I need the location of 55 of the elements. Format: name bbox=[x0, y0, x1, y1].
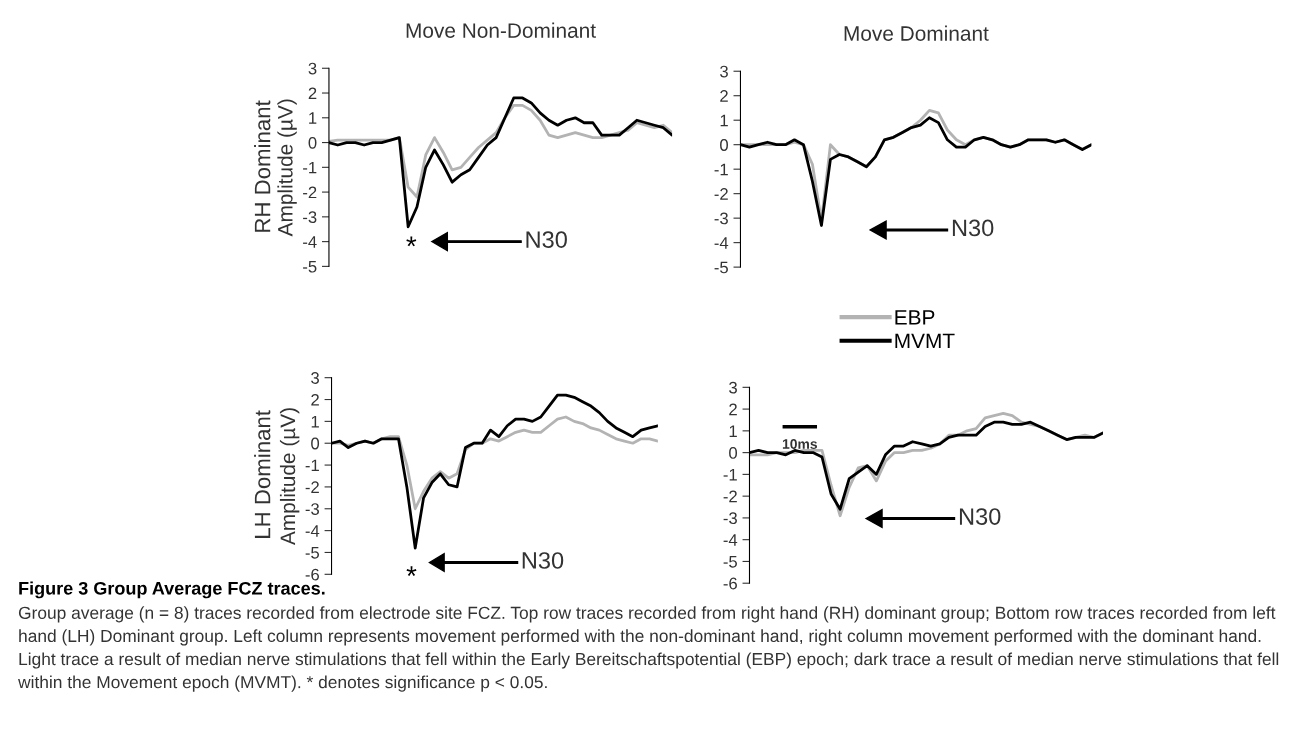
y-tick-label: 3 bbox=[720, 65, 728, 78]
y-tick-label: -1 bbox=[723, 468, 737, 481]
annotation: N30 bbox=[959, 508, 1001, 525]
text: LH Dominant bbox=[254, 410, 271, 538]
y-tick-label: 3 bbox=[308, 62, 317, 75]
annotation: N30 bbox=[526, 231, 567, 248]
y-tick-label: -4 bbox=[714, 237, 729, 249]
annotation: * bbox=[406, 566, 417, 577]
y-tick-label: -5 bbox=[303, 260, 317, 273]
y-axis-title: Amplitude (µV) bbox=[277, 99, 297, 237]
chart-title: Move Non-Dominant bbox=[406, 22, 596, 38]
y-tick-label: 0 bbox=[311, 437, 320, 450]
y-tick-label: 2 bbox=[720, 90, 728, 102]
y-tick-label: 0 bbox=[308, 136, 317, 149]
annotation: N30 bbox=[522, 552, 564, 569]
y-tick-label: -6 bbox=[305, 568, 319, 581]
y-tick-label: -3 bbox=[714, 212, 728, 225]
legend-label: MVMT bbox=[895, 333, 955, 349]
y-tick-label: -3 bbox=[303, 211, 317, 224]
y-tick-label: 2 bbox=[308, 87, 317, 100]
text: Group average (n = 8) traces recorded from electrode site FCZ. Top row traces recorded from right hand (RH) dominant group; Bottom row traces recorded from left hand (LH) Dominant group. Left column represents movement performed with the non-dominant hand, right column movement performed with the dominant hand. Light trace a result of median nerve stimulations that fell within the Early Bereitschaftspotential (EBP) epoch; dark trace a result of median nerve stimulations that fell within the Movement epoch (MVMT). * denotes significance p < 0.05. bbox=[18, 606, 1279, 692]
y-axis-title: Amplitude (µV) bbox=[279, 408, 300, 546]
y-tick-label: -6 bbox=[723, 577, 737, 590]
y-tick-label: -4 bbox=[305, 525, 320, 537]
y-tick-label: 3 bbox=[729, 381, 737, 394]
text: RH Dominant bbox=[254, 100, 271, 232]
caption: Figure 3 Group Average FCZ traces. bbox=[19, 581, 325, 599]
y-tick-label: 1 bbox=[720, 114, 728, 127]
legend-label: EBP bbox=[895, 310, 935, 325]
y-tick-label: -5 bbox=[714, 261, 728, 274]
y-tick-label: 2 bbox=[729, 403, 737, 416]
y-tick-label: -3 bbox=[723, 512, 737, 525]
y-tick-label: -1 bbox=[305, 459, 319, 472]
y-tick-label: 3 bbox=[311, 372, 319, 384]
y-tick-label: 1 bbox=[311, 415, 319, 428]
y-tick-label: -2 bbox=[714, 188, 728, 200]
y-tick-label: -2 bbox=[723, 490, 737, 503]
y-tick-label: 1 bbox=[309, 112, 317, 124]
y-tick-label: -2 bbox=[303, 186, 317, 199]
y-tick-label: -4 bbox=[303, 236, 317, 248]
y-tick-label: 0 bbox=[729, 447, 738, 459]
y-tick-label: -5 bbox=[723, 556, 737, 568]
annotation: N30 bbox=[952, 219, 994, 237]
annotation: 10ms bbox=[782, 439, 817, 449]
y-tick-label: 1 bbox=[729, 425, 737, 437]
y-tick-label: -2 bbox=[305, 481, 319, 493]
annotation: * bbox=[406, 236, 417, 247]
y-tick-label: 0 bbox=[720, 139, 728, 151]
y-tick-label: -3 bbox=[305, 503, 319, 515]
y-tick-label: -5 bbox=[305, 547, 320, 559]
y-tick-label: 2 bbox=[311, 393, 319, 406]
chart-title: Move Dominant bbox=[844, 25, 989, 41]
y-tick-label: -4 bbox=[723, 534, 738, 546]
y-tick-label: -1 bbox=[303, 161, 317, 174]
y-tick-label: -1 bbox=[714, 163, 728, 176]
